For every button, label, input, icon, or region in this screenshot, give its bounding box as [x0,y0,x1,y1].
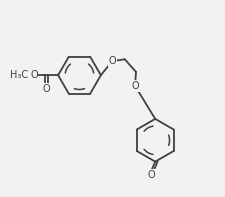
Text: O: O [148,170,155,180]
Text: O: O [131,81,139,91]
Text: O: O [43,84,50,94]
Text: O: O [108,56,116,66]
Text: H₃C: H₃C [10,70,28,80]
Text: O: O [30,70,38,80]
